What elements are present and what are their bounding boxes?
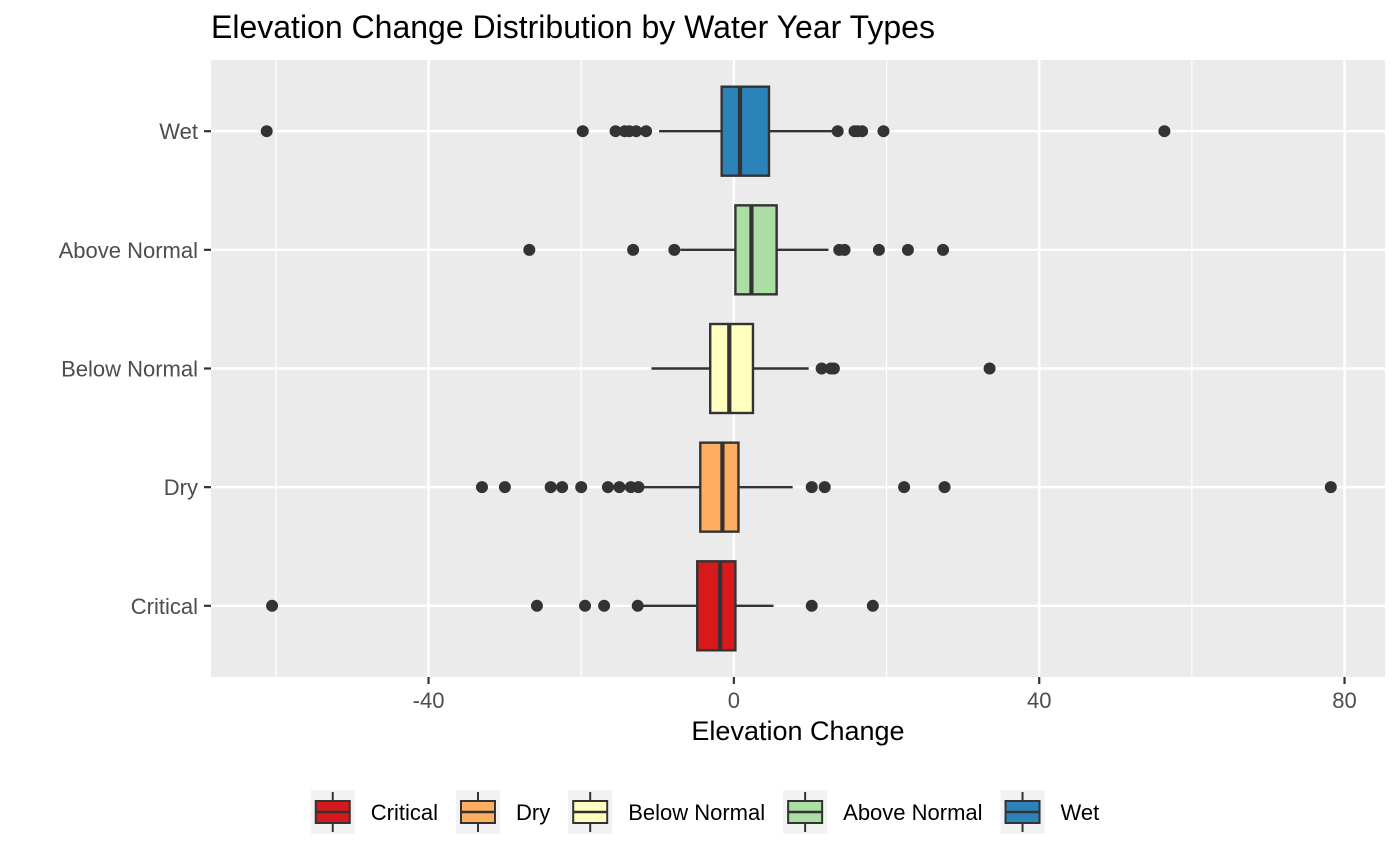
outlier-point: [668, 243, 681, 256]
box-above-normal: [523, 204, 950, 296]
outlier-point: [805, 481, 818, 494]
legend-item-critical: Critical: [310, 790, 438, 834]
outlier-point: [475, 481, 488, 494]
outlier-point: [856, 125, 869, 138]
chart-title: Elevation Change Distribution by Water Y…: [211, 9, 935, 45]
x-axis: -40 0 40 80: [413, 677, 1357, 713]
outlier-point: [805, 599, 818, 612]
box-dry: [475, 441, 1337, 533]
outlier-point: [1324, 481, 1337, 494]
legend-item-below-normal: Below Normal: [568, 790, 765, 834]
box-iqr: [699, 441, 740, 533]
outlier-point: [831, 125, 844, 138]
x-tick-label: 0: [728, 688, 740, 713]
outlier-point: [938, 481, 951, 494]
box-iqr: [709, 322, 755, 415]
outlier-point: [601, 481, 614, 494]
outlier-point: [627, 243, 640, 256]
outlier-point: [983, 362, 996, 375]
x-tick-label: 80: [1332, 688, 1356, 713]
x-tick-label: 40: [1027, 688, 1051, 713]
outlier-point: [632, 481, 645, 494]
outlier-point: [877, 125, 890, 138]
legend-label: Above Normal: [843, 800, 982, 825]
legend-label: Wet: [1061, 800, 1100, 825]
legend-label: Below Normal: [628, 800, 765, 825]
y-tick-label: Wet: [159, 119, 198, 144]
outlier-point: [640, 125, 653, 138]
legend-label: Dry: [516, 800, 550, 825]
legend: Critical Dry Below Normal Above Normal Wet: [310, 790, 1100, 834]
box-critical: [266, 560, 879, 652]
box-wet: [260, 85, 1171, 177]
outlier-point: [815, 362, 828, 375]
boxes-layer: [260, 85, 1337, 652]
outlier-point: [266, 599, 279, 612]
box-iqr: [720, 85, 771, 177]
outlier-point: [498, 481, 511, 494]
outlier-point: [579, 599, 592, 612]
outlier-point: [838, 243, 851, 256]
box-iqr: [696, 560, 737, 652]
y-tick-label: Above Normal: [59, 238, 198, 263]
legend-label: Critical: [371, 800, 438, 825]
x-tick-label: -40: [413, 688, 445, 713]
y-tick-label: Below Normal: [61, 357, 198, 382]
legend-item-dry: Dry: [455, 790, 550, 834]
outlier-point: [576, 125, 589, 138]
outlier-point: [556, 481, 569, 494]
y-tick-label: Dry: [164, 475, 198, 500]
outlier-point: [530, 599, 543, 612]
y-axis: Critical Dry Below Normal Above Normal Wet: [59, 119, 211, 619]
outlier-point: [609, 125, 622, 138]
outlier-point: [630, 125, 643, 138]
outlier-point: [575, 481, 588, 494]
legend-item-wet: Wet: [1000, 790, 1100, 834]
box-below-normal: [651, 322, 996, 415]
outlier-point: [631, 599, 644, 612]
outlier-point: [598, 599, 611, 612]
y-tick-label: Critical: [131, 594, 198, 619]
outlier-point: [818, 481, 831, 494]
legend-item-above-normal: Above Normal: [783, 790, 983, 834]
outlier-point: [827, 362, 840, 375]
x-axis-title: Elevation Change: [691, 716, 904, 746]
outlier-point: [544, 481, 557, 494]
outlier-point: [901, 243, 914, 256]
outlier-point: [898, 481, 911, 494]
outlier-point: [613, 481, 626, 494]
box-iqr: [734, 204, 778, 296]
outlier-point: [523, 243, 536, 256]
outlier-point: [937, 243, 950, 256]
outlier-point: [872, 243, 885, 256]
outlier-point: [260, 125, 273, 138]
outlier-point: [1158, 125, 1171, 138]
outlier-point: [866, 599, 879, 612]
